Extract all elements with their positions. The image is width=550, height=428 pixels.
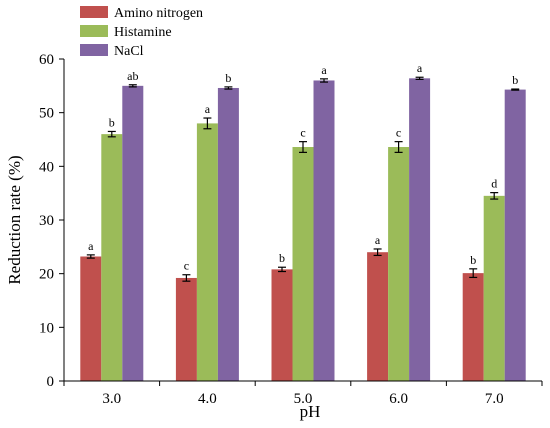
bar bbox=[101, 134, 123, 381]
y-tick-label: 0 bbox=[47, 374, 55, 390]
y-tick-label: 50 bbox=[39, 106, 54, 122]
y-tick-label: 40 bbox=[39, 159, 54, 175]
bar bbox=[217, 87, 239, 381]
significance-letter: b bbox=[279, 251, 285, 265]
bar bbox=[271, 269, 293, 381]
y-tick-label: 60 bbox=[39, 52, 54, 68]
x-tick-label: 4.0 bbox=[198, 391, 217, 407]
error-bars bbox=[86, 76, 520, 282]
bar bbox=[196, 123, 218, 382]
x-tick-label: 7.0 bbox=[485, 391, 504, 407]
bar bbox=[367, 252, 389, 381]
legend-label: Histamine bbox=[114, 25, 172, 40]
bar bbox=[409, 78, 431, 381]
axes: 0 10 20 30 40 50 60 3.0 4.0 5.0 6.0 7.0 bbox=[39, 52, 543, 407]
significance-letter: ab bbox=[127, 69, 138, 83]
bars bbox=[80, 78, 526, 382]
bar bbox=[388, 147, 410, 381]
significance-letter: b bbox=[225, 71, 231, 85]
y-tick-label: 30 bbox=[39, 213, 54, 229]
significance-letter: b bbox=[109, 115, 115, 129]
y-tick-label: 20 bbox=[39, 267, 54, 283]
y-axis-label: Reduction rate (%) bbox=[5, 155, 24, 284]
significance-letter: d bbox=[491, 177, 497, 191]
bar bbox=[292, 147, 314, 381]
bar bbox=[462, 273, 484, 381]
bar bbox=[175, 277, 197, 381]
significance-letter: a bbox=[417, 61, 423, 75]
bar bbox=[504, 89, 526, 381]
significance-letter: c bbox=[300, 126, 305, 140]
x-axis-label: pH bbox=[300, 402, 321, 421]
significance-letter: c bbox=[184, 259, 189, 273]
significance-letter: a bbox=[88, 239, 94, 253]
x-tick-label: 6.0 bbox=[389, 391, 408, 407]
bar bbox=[313, 80, 335, 381]
bar bbox=[122, 85, 144, 381]
significance-letter: a bbox=[205, 102, 211, 116]
legend-label: NaCl bbox=[114, 44, 144, 59]
legend: Amino nitrogen Histamine NaCl bbox=[80, 6, 203, 59]
significance-letter: a bbox=[321, 63, 327, 77]
x-tick-label: 3.0 bbox=[102, 391, 121, 407]
legend-label: Amino nitrogen bbox=[114, 6, 203, 21]
significance-letter: b bbox=[512, 73, 518, 87]
legend-swatch bbox=[80, 44, 108, 56]
x-tick-label: 5.0 bbox=[294, 391, 313, 407]
legend-swatch bbox=[80, 25, 108, 37]
bar bbox=[483, 195, 505, 381]
significance-letter: b bbox=[470, 253, 476, 267]
significance-letter: a bbox=[375, 233, 381, 247]
y-tick-label: 10 bbox=[39, 320, 54, 336]
bar bbox=[80, 256, 102, 381]
legend-swatch bbox=[80, 6, 108, 18]
significance-letter: c bbox=[396, 126, 401, 140]
